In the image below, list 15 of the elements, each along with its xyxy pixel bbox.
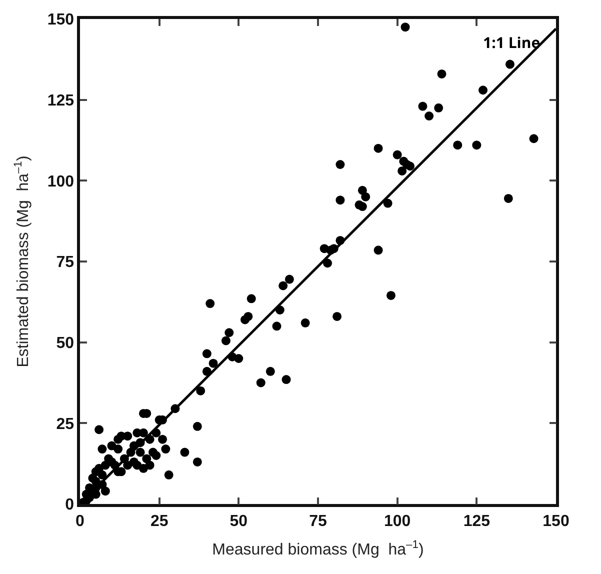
x-tick-label: 150: [542, 512, 570, 530]
y-tick-label: 0: [65, 496, 74, 514]
x-axis-title: Measured biomass (Mg ha$^{–1}$): [212, 538, 424, 559]
y-tick-label: 50: [56, 334, 74, 352]
y-tick-label: 125: [47, 92, 74, 110]
y-tick-label: 25: [56, 416, 74, 433]
x-tick-label: 75: [309, 512, 327, 530]
y-tick-label: 75: [56, 254, 74, 272]
y-tick-label: 150: [47, 12, 74, 29]
x-tick-label: 125: [463, 512, 490, 530]
series-label: 1:1 Line: [483, 33, 540, 53]
x-tick-label: 25: [150, 512, 168, 530]
y-tick-label: 100: [47, 173, 74, 190]
x-tick-label: 50: [230, 512, 248, 530]
x-tick-label: 100: [384, 512, 411, 530]
